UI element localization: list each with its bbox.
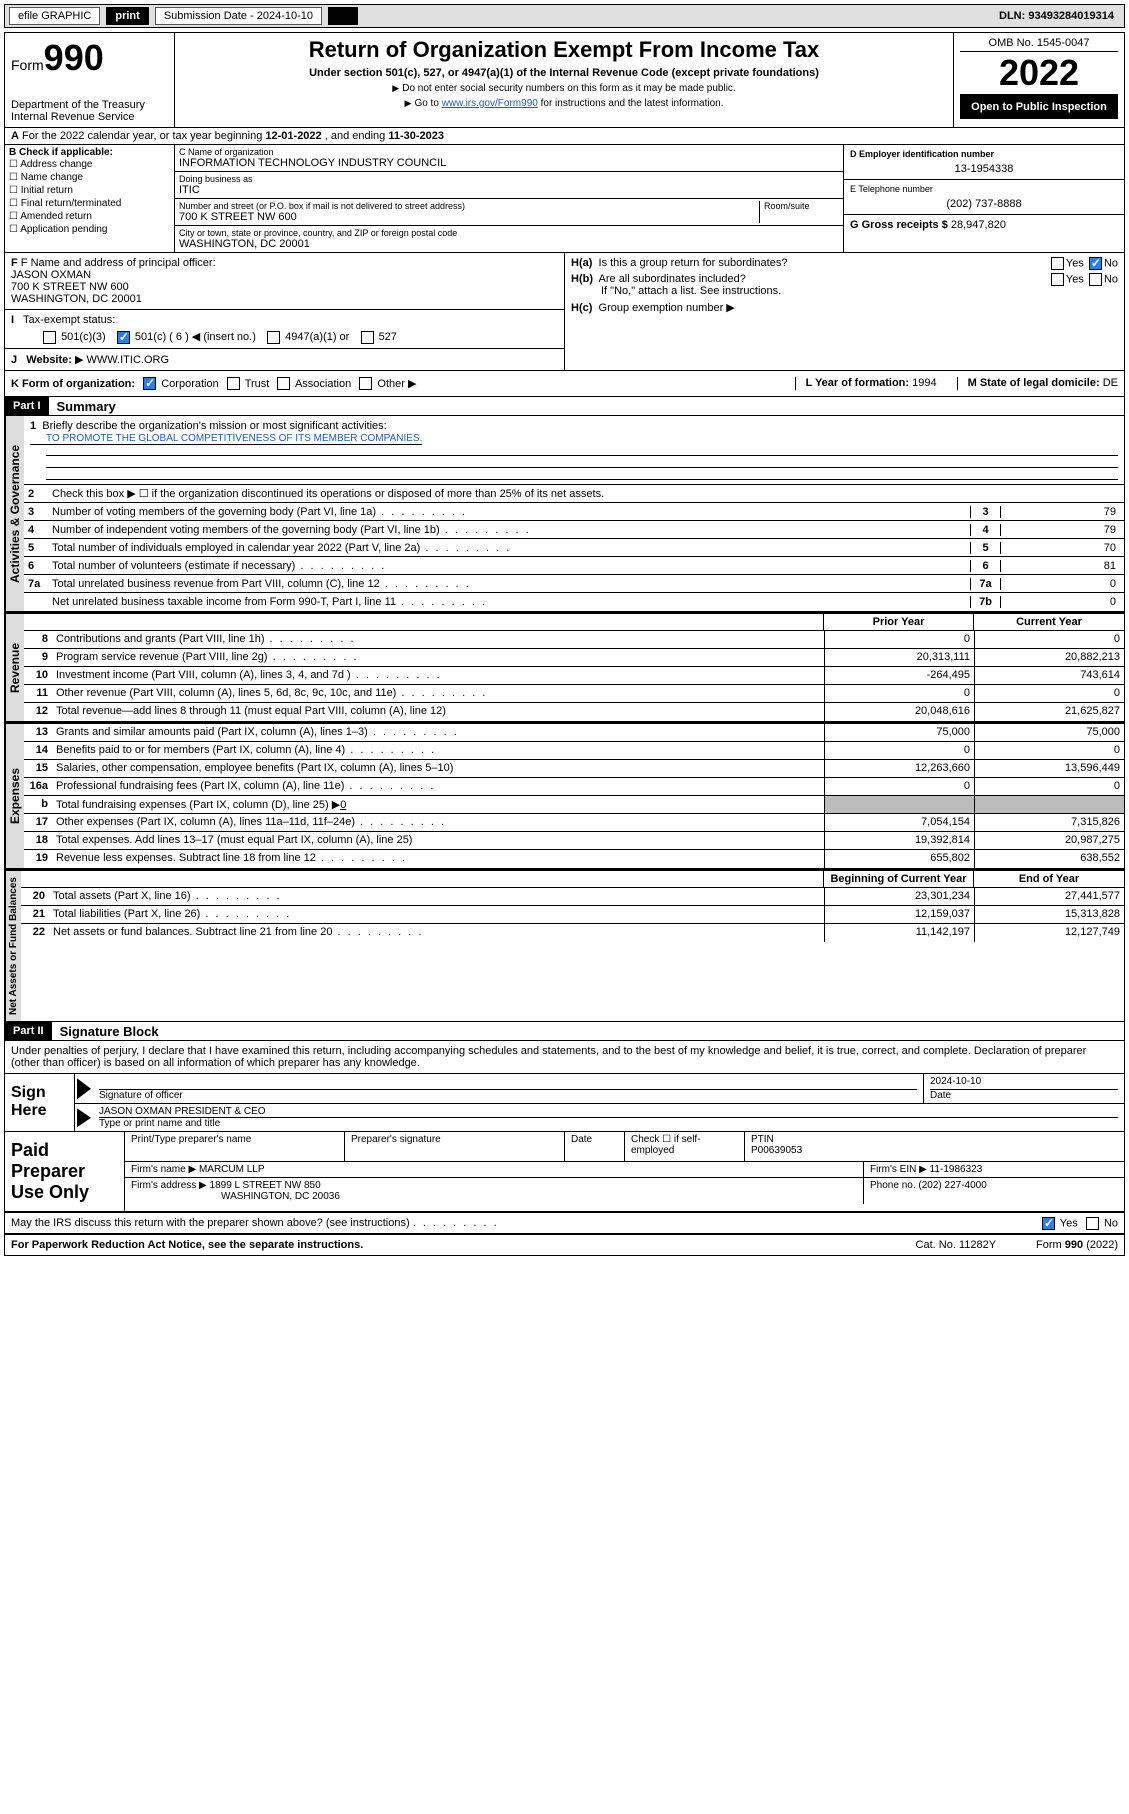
activities-governance: Activities & Governance 1 Briefly descri… — [5, 416, 1124, 612]
tax-year: 2022 — [960, 52, 1118, 95]
section-b-c-d: B Check if applicable: ☐ Address change … — [5, 145, 1124, 253]
form-990: Form990 Department of the Treasury Inter… — [4, 32, 1125, 1256]
ha-no-checkbox — [1089, 257, 1102, 270]
form-label: Form — [11, 57, 44, 73]
instructions-note: Go to www.irs.gov/Form990 for instructio… — [181, 98, 947, 109]
omb-number: OMB No. 1545-0047 — [960, 37, 1118, 52]
dept-treasury: Department of the Treasury — [11, 99, 168, 111]
print-button[interactable]: print — [106, 7, 148, 25]
line-a: A For the 2022 calendar year, or tax yea… — [5, 128, 1124, 145]
form-footer: For Paperwork Reduction Act Notice, see … — [5, 1235, 1124, 1255]
submission-date: Submission Date - 2024-10-10 — [155, 7, 322, 25]
efile-label: efile GRAPHIC — [9, 7, 100, 25]
section-k-l-m: K Form of organization: Corporation Trus… — [5, 371, 1124, 398]
part-i-header: Part I Summary — [5, 397, 1124, 416]
expenses-section: Expenses 13Grants and similar amounts pa… — [5, 722, 1124, 869]
dln: DLN: 93493284019314 — [999, 10, 1114, 22]
ssn-note: Do not enter social security numbers on … — [181, 83, 947, 94]
section-f-h: F F Name and address of principal office… — [5, 253, 1124, 371]
blank-button — [328, 7, 358, 25]
form-number: 990 — [44, 37, 104, 78]
revenue-section: Revenue Prior YearCurrent Year 8Contribu… — [5, 612, 1124, 722]
paid-preparer-block: Paid Preparer Use Only Print/Type prepar… — [5, 1132, 1124, 1213]
section-d-e-g: D Employer identification number13-19543… — [844, 145, 1124, 252]
open-public-badge: Open to Public Inspection — [960, 95, 1118, 119]
form-subtitle: Under section 501(c), 527, or 4947(a)(1)… — [181, 67, 947, 79]
top-toolbar: efile GRAPHIC print Submission Date - 20… — [4, 4, 1125, 28]
form-title: Return of Organization Exempt From Incom… — [181, 37, 947, 63]
discuss-yes-checkbox — [1042, 1217, 1055, 1230]
signature-declaration: Under penalties of perjury, I declare th… — [5, 1041, 1124, 1074]
irs-link[interactable]: www.irs.gov/Form990 — [442, 98, 538, 109]
pointer-icon — [77, 1108, 91, 1127]
irs: Internal Revenue Service — [11, 111, 168, 123]
net-assets-section: Net Assets or Fund Balances Beginning of… — [5, 869, 1124, 1022]
section-b: B Check if applicable: ☐ Address change … — [5, 145, 175, 252]
pointer-icon — [77, 1078, 91, 1099]
part-ii-header: Part II Signature Block — [5, 1022, 1124, 1041]
501c-checkbox — [117, 331, 130, 344]
sign-here-block: Sign Here Signature of officer 2024-10-1… — [5, 1074, 1124, 1132]
section-c: C Name of organizationINFORMATION TECHNO… — [175, 145, 844, 252]
discuss-preparer: May the IRS discuss this return with the… — [5, 1213, 1124, 1235]
form-header: Form990 Department of the Treasury Inter… — [5, 33, 1124, 128]
corp-checkbox — [143, 377, 156, 390]
mission-text: TO PROMOTE THE GLOBAL COMPETITIVENESS OF… — [30, 433, 422, 445]
